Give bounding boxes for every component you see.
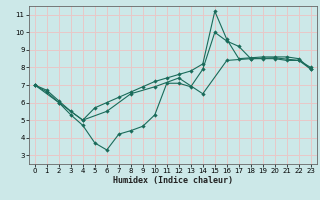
X-axis label: Humidex (Indice chaleur): Humidex (Indice chaleur): [113, 176, 233, 185]
